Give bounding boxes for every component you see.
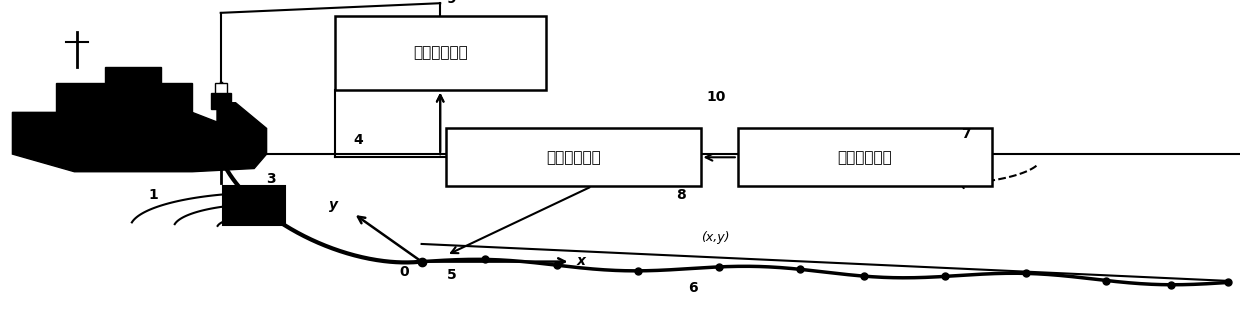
Text: 9: 9	[446, 0, 456, 6]
Text: 信号传输模块: 信号传输模块	[546, 150, 601, 165]
Bar	[446, 128, 701, 186]
Text: 2: 2	[242, 134, 252, 147]
Text: 1: 1	[149, 188, 159, 202]
Text: 0: 0	[399, 265, 409, 279]
Bar	[223, 186, 285, 225]
Text: 信号采集模块: 信号采集模块	[837, 150, 893, 165]
Text: 8: 8	[676, 188, 686, 202]
Polygon shape	[12, 103, 267, 172]
Text: 6: 6	[688, 281, 698, 295]
Polygon shape	[56, 67, 192, 112]
Bar	[738, 128, 992, 186]
Text: (x,y): (x,y)	[701, 231, 729, 244]
Text: 4: 4	[353, 134, 363, 147]
Text: 7: 7	[961, 127, 971, 141]
Text: 信号处理模块: 信号处理模块	[413, 46, 467, 60]
Text: 10: 10	[707, 90, 727, 104]
Text: x: x	[577, 254, 585, 268]
Text: 5: 5	[446, 268, 456, 282]
Text: 3: 3	[267, 172, 277, 186]
Bar	[215, 83, 227, 93]
Bar	[335, 16, 546, 90]
Bar	[211, 93, 231, 109]
Text: y: y	[329, 198, 337, 212]
